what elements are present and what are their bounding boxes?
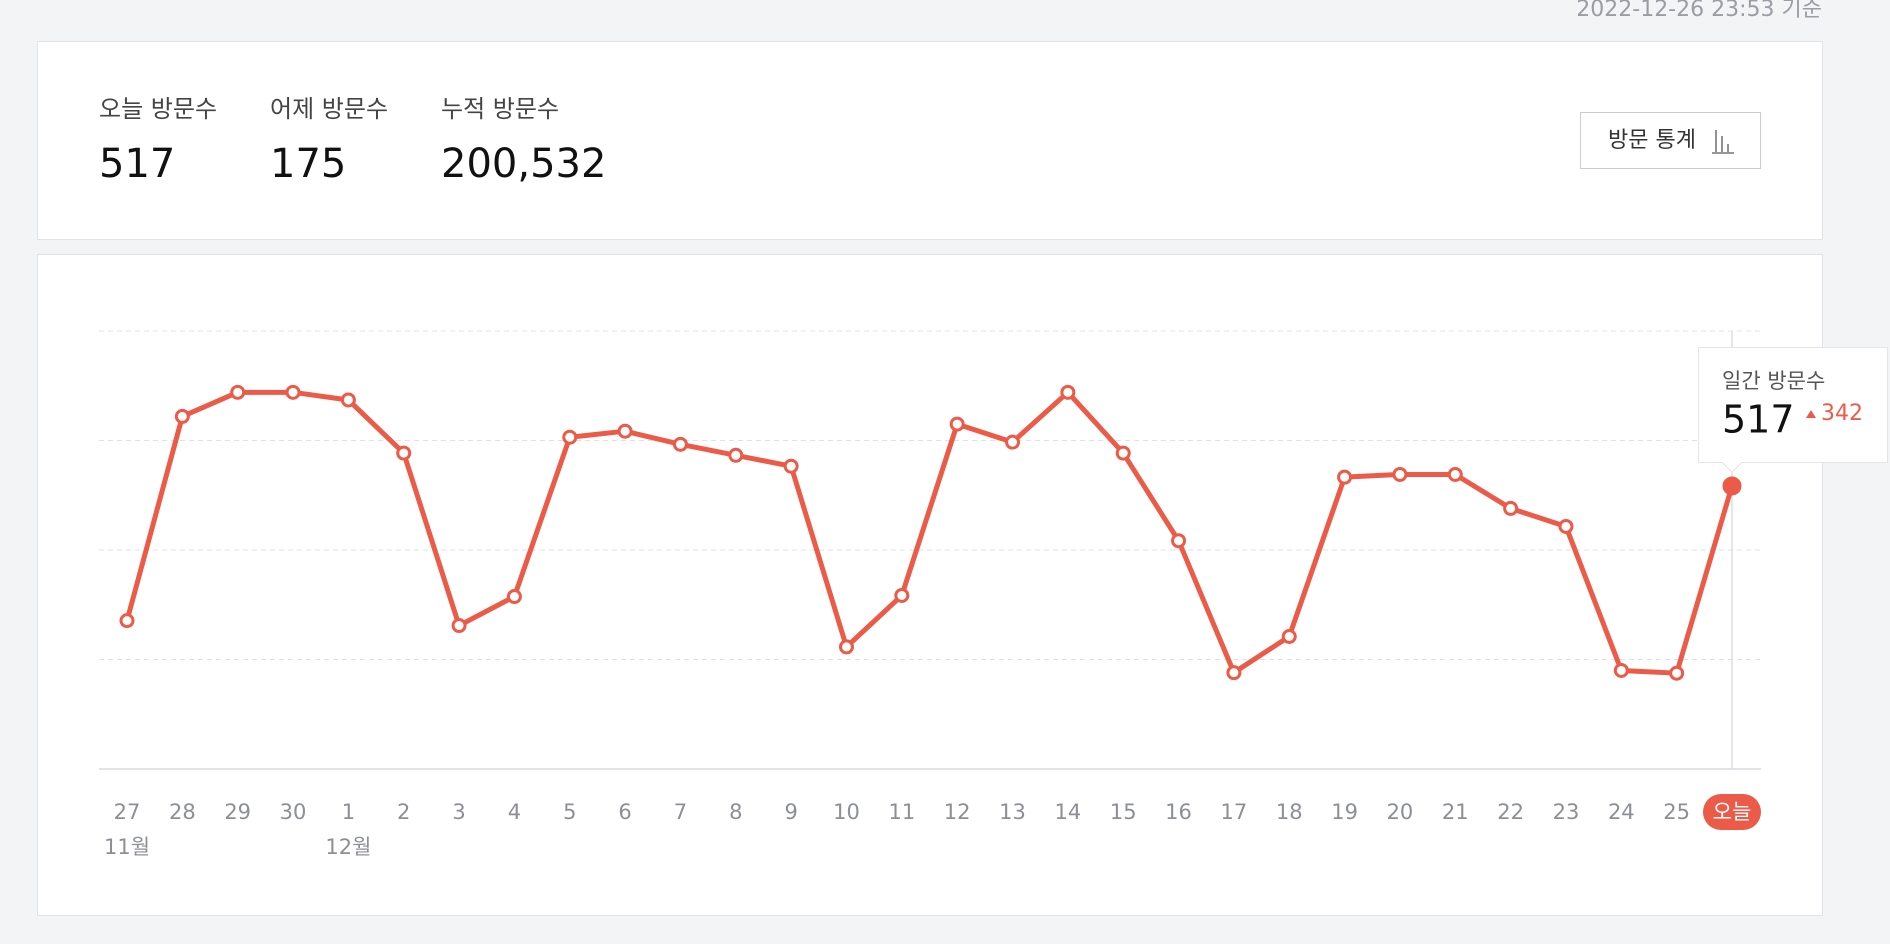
point [1171, 533, 1187, 549]
x-tick-label: 11 [888, 800, 915, 824]
summary-value: 517 [99, 141, 175, 187]
point [340, 392, 356, 408]
point [783, 458, 799, 474]
tooltip-label: 일간 방문수 [1722, 369, 1825, 393]
tooltip: 일간 방문수 517 342 [1698, 347, 1888, 473]
point [1722, 476, 1742, 496]
timestamp: 2022-12-26 23:53 기준 [1576, 0, 1822, 22]
up-arrow [1806, 410, 1816, 418]
tooltip-value: 517 [1722, 398, 1795, 442]
point [396, 445, 412, 461]
x-tick-label: 15 [1110, 800, 1137, 824]
x-tick-label: 9 [784, 800, 797, 824]
summary-value: 200,532 [441, 141, 606, 187]
x-tick-label: 29 [224, 800, 251, 824]
point [1558, 518, 1574, 534]
tooltip-change: 342 [1821, 401, 1863, 426]
x-tick-label: 17 [1221, 800, 1248, 824]
x-tick-label: 6 [618, 800, 631, 824]
month-label: 11월 [104, 835, 150, 859]
point [1503, 500, 1519, 516]
chart-card [37, 254, 1823, 916]
x-tick-label: 10 [833, 800, 860, 824]
point [1392, 466, 1408, 482]
x-tick-label: 22 [1497, 800, 1524, 824]
point [506, 589, 522, 605]
x-tick-label: 2 [397, 800, 410, 824]
x-tick-label: 20 [1387, 800, 1414, 824]
point [894, 587, 910, 603]
x-tick-label: 8 [729, 800, 742, 824]
x-tick-label: 14 [1054, 800, 1081, 824]
x-tick-label: 28 [169, 800, 196, 824]
point [1005, 434, 1021, 450]
today-pill [1703, 794, 1761, 830]
summary-label: 어제 방문수 [270, 95, 388, 123]
point [617, 423, 633, 439]
point [949, 416, 965, 432]
summary-value: 175 [270, 141, 346, 187]
x-tick-label: 7 [674, 800, 687, 824]
point [1060, 384, 1076, 400]
month-label: 12월 [325, 835, 371, 859]
stats-button[interactable]: 방문 통계 [1580, 112, 1761, 169]
point [1447, 466, 1463, 482]
point [119, 613, 135, 629]
x-tick-label: 3 [452, 800, 465, 824]
x-tick-label: 12 [944, 800, 971, 824]
point [1669, 665, 1685, 681]
x-tick-label: 18 [1276, 800, 1303, 824]
x-tick-label: 23 [1553, 800, 1580, 824]
point [1281, 629, 1297, 645]
point [672, 436, 688, 452]
button-box[interactable] [1580, 112, 1761, 169]
button-icon [1712, 130, 1734, 154]
point [285, 384, 301, 400]
x-tick-label: 19 [1331, 800, 1358, 824]
x-tick-label: 21 [1442, 800, 1469, 824]
point [451, 618, 467, 634]
x-tick-label: 30 [280, 800, 307, 824]
x-tick-label: 5 [563, 800, 576, 824]
x-tick-label: 24 [1608, 800, 1635, 824]
point [838, 639, 854, 655]
summary-label: 누적 방문수 [441, 95, 559, 123]
summary-label: 오늘 방문수 [99, 95, 217, 123]
x-tick-label: 25 [1663, 800, 1690, 824]
line [124, 389, 1735, 676]
x-tick-label: 16 [1165, 800, 1192, 824]
point [230, 384, 246, 400]
point [1115, 445, 1131, 461]
summary-card [37, 41, 1823, 240]
point [562, 429, 578, 445]
point [728, 447, 744, 463]
tooltip-box [1698, 347, 1888, 473]
x-tick-label: 27 [114, 800, 141, 824]
point [1337, 469, 1353, 485]
x-tick-label: 1 [342, 800, 355, 824]
x-tick-label: 13 [999, 800, 1026, 824]
button-label[interactable]: 방문 통계 [1608, 128, 1696, 153]
point [1613, 662, 1629, 678]
point [174, 408, 190, 424]
point [1226, 665, 1242, 681]
x-tick-label: 오늘 [1713, 800, 1752, 824]
x-tick-label: 4 [508, 800, 521, 824]
